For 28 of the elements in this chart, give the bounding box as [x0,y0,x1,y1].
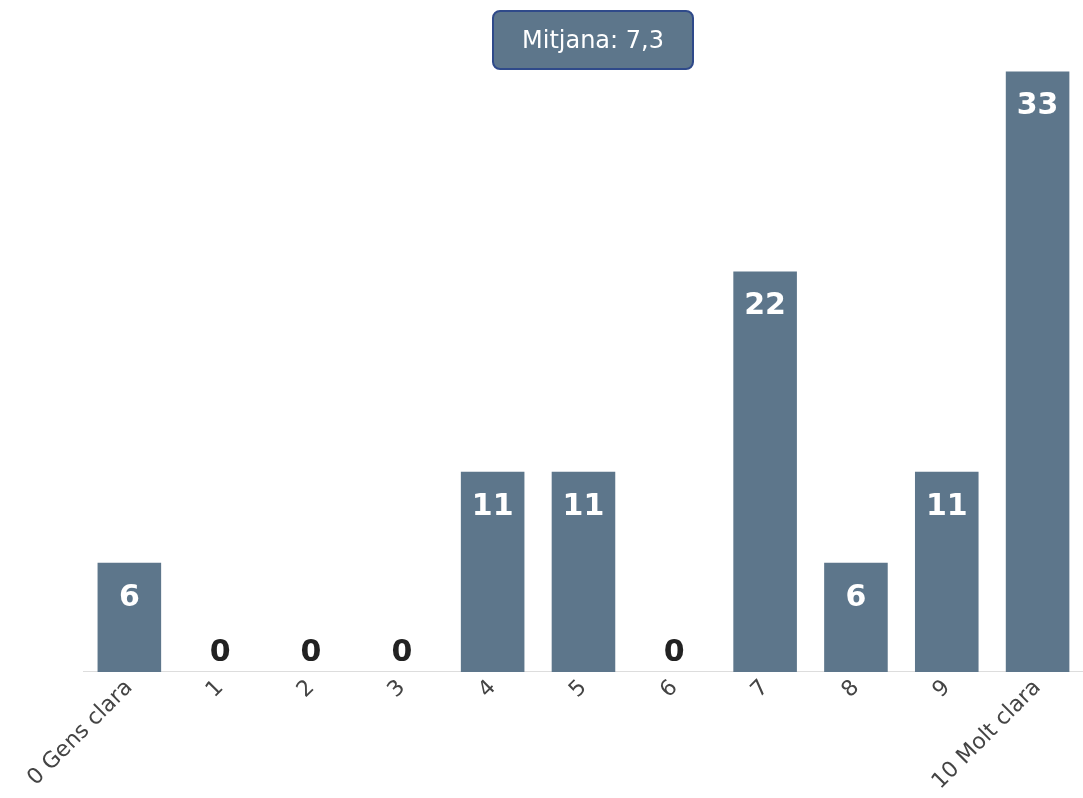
data-label: 0 [209,632,231,668]
x-tick-label: 3 [381,674,410,702]
x-tick-label: 7 [745,674,773,702]
bar [824,562,888,672]
data-label: 0 [300,632,322,668]
x-tick-label: 4 [472,674,501,702]
bar [914,471,979,672]
bar [1005,71,1070,672]
data-label: 6 [845,577,867,613]
data-label: 0 [663,632,685,668]
data-label: 11 [925,486,968,522]
data-label: 0 [391,632,413,668]
x-tick-label: 9 [926,674,955,702]
data-label: 33 [1016,86,1059,122]
data-label: 22 [744,286,786,322]
x-tick-label: 5 [563,674,592,702]
text: Mitjana: 7,3 [492,10,694,70]
x-tick-label: 2 [291,674,319,702]
x-tick-label: 6 [654,674,682,702]
data-label: 11 [562,486,605,522]
x-tick-label: 8 [835,674,864,702]
bar [733,271,797,672]
x-tick-label: 1 [200,674,228,702]
bar [97,562,162,672]
bar [460,471,525,672]
data-label: 11 [471,486,514,522]
data-label: 6 [118,577,140,613]
bar [551,471,616,672]
